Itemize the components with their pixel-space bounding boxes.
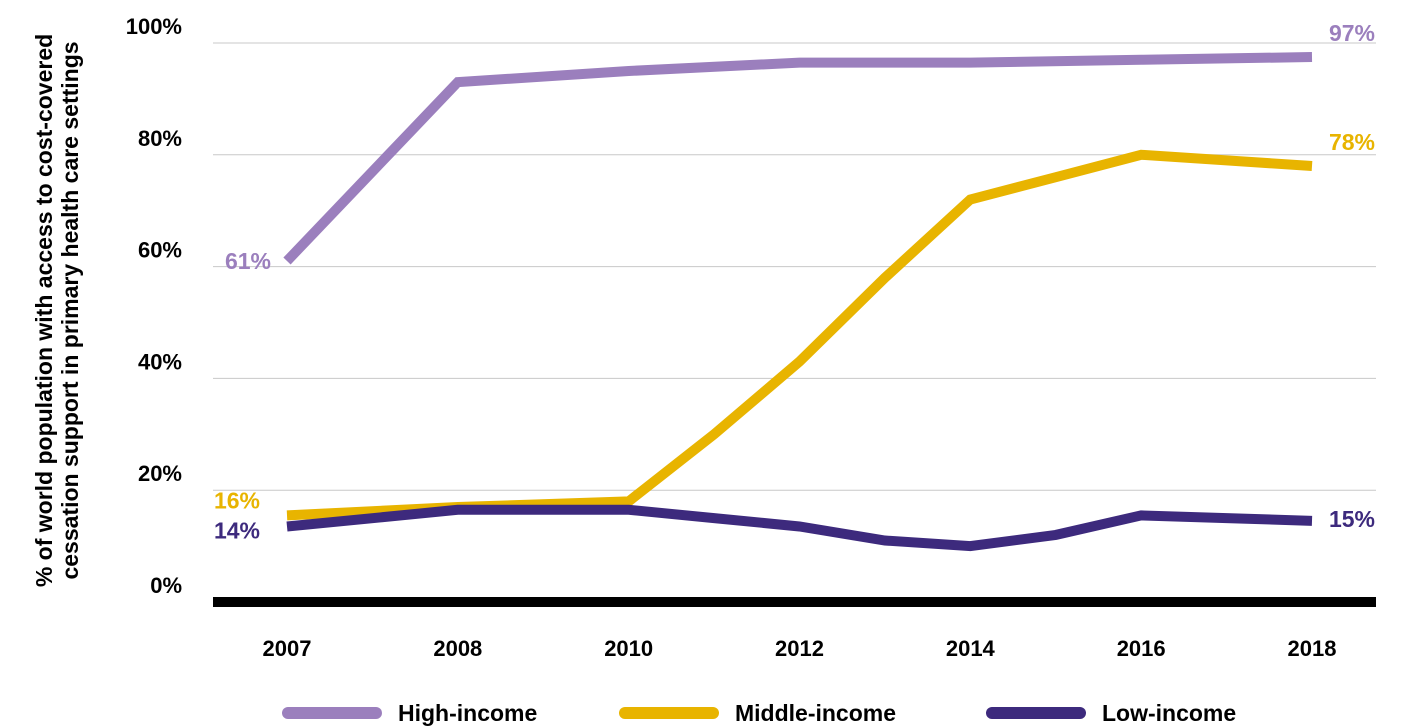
x-tick-label: 2008 — [433, 636, 482, 661]
legend-item-middle-income: Middle-income — [619, 700, 896, 726]
series-line-high-income — [283, 52, 1313, 265]
legend-item-low-income: Low-income — [986, 700, 1236, 726]
legend: High-income Middle-income Low-income — [282, 700, 1236, 726]
legend-label: Low-income — [1102, 700, 1236, 726]
start-value-label: 61% — [225, 248, 271, 274]
y-tick-label: 80% — [138, 126, 182, 151]
series-line-middle-income — [286, 149, 1313, 521]
legend-label: Middle-income — [735, 700, 896, 726]
start-value-label: 14% — [214, 518, 260, 544]
legend-label: High-income — [398, 700, 537, 726]
gridlines — [213, 42, 1376, 491]
x-tick-label: 2010 — [604, 636, 653, 661]
x-tick-label: 2007 — [263, 636, 312, 661]
x-tick-label: 2014 — [946, 636, 996, 661]
y-tick-label: 0% — [150, 573, 182, 598]
x-axis-ticks: 2007 2008 2010 2012 2014 2016 2018 — [263, 636, 1337, 661]
y-tick-label: 100% — [126, 14, 182, 39]
x-tick-label: 2016 — [1117, 636, 1166, 661]
y-tick-label: 40% — [138, 349, 182, 374]
y-axis-label: % of world population with access to cos… — [31, 34, 83, 587]
end-value-label: 78% — [1329, 129, 1375, 155]
start-value-label: 16% — [214, 487, 260, 513]
x-tick-label: 2012 — [775, 636, 824, 661]
data-labels: 61% 97% 16% 78% 14% 15% — [214, 20, 1375, 544]
series-lines — [283, 52, 1313, 552]
end-value-label: 97% — [1329, 20, 1375, 46]
end-value-label: 15% — [1329, 506, 1375, 532]
y-axis-label-line: cessation support in primary health care… — [57, 41, 83, 579]
x-tick-label: 2018 — [1288, 636, 1337, 661]
y-axis-label-line: % of world population with access to cos… — [31, 34, 57, 587]
y-axis-ticks: 0% 20% 40% 60% 80% 100% — [126, 14, 182, 598]
series-line-low-income — [286, 504, 1313, 552]
y-tick-label: 20% — [138, 461, 182, 486]
y-tick-label: 60% — [138, 238, 182, 263]
legend-item-high-income: High-income — [282, 700, 537, 726]
